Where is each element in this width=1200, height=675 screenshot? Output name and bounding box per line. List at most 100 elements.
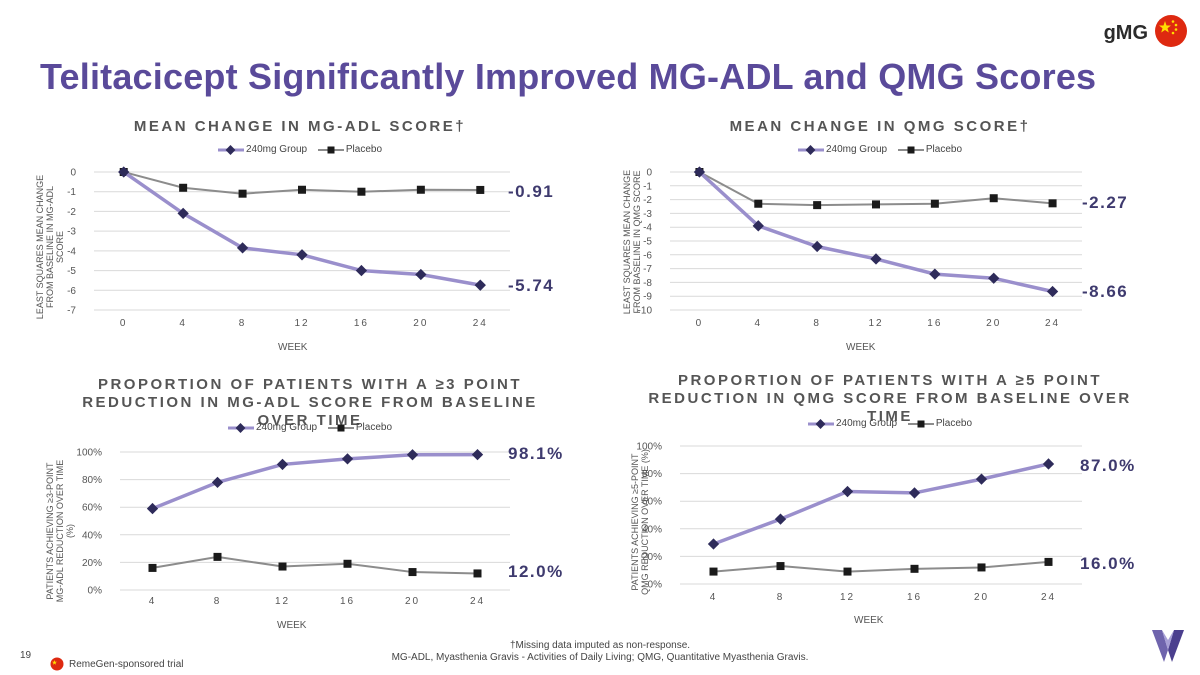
chart-title: MEAN CHANGE IN MG-ADL SCORE†: [133, 118, 467, 135]
chart-title: PROPORTION OF PATIENTS WITH A ≥5 POINT R…: [648, 372, 1132, 425]
chart-qmg-mean-change: MEAN CHANGE IN QMG SCORE† 240mg Group Pl…: [620, 118, 1140, 358]
x-tick-label: 8: [214, 596, 222, 607]
y-tick-label: 80%: [82, 475, 102, 486]
data-point-placebo: [989, 194, 998, 203]
data-point-placebo: [1044, 557, 1053, 566]
end-label-placebo: 16.0%: [1080, 554, 1136, 573]
y-tick-label: -6: [67, 286, 76, 297]
data-point-240mg: [236, 242, 249, 254]
data-point-240mg: [908, 487, 921, 499]
legend-placebo-icon: [327, 424, 354, 431]
x-tick-label: 8: [813, 318, 821, 329]
x-tick-label: 8: [239, 318, 247, 329]
data-point-240mg: [707, 538, 720, 550]
legend-placebo-icon: [897, 146, 924, 153]
x-tick-label: 24: [470, 596, 485, 607]
series-line-240mg: [698, 170, 1053, 294]
x-tick-label: 20: [405, 596, 420, 607]
page-title: Telitacicept Significantly Improved MG-A…: [40, 56, 1097, 97]
x-tick-label: 12: [294, 318, 309, 329]
x-tick-label: 12: [275, 596, 290, 607]
y-tick-label: -3: [643, 209, 652, 220]
x-tick-label: 20: [986, 318, 1001, 329]
chart-legend: 240mg Group Placebo: [40, 144, 560, 157]
y-tick-label: -5: [643, 237, 652, 248]
data-point-240mg: [146, 502, 159, 515]
x-tick-label: 8: [777, 592, 785, 603]
data-point-placebo: [343, 559, 352, 568]
page-number: 19: [20, 650, 32, 661]
x-tick-label: 20: [413, 318, 428, 329]
data-point-240mg: [988, 272, 1000, 284]
x-tick-label: 0: [120, 318, 128, 329]
chart-mg-adl-responders: PROPORTION OF PATIENTS WITH A ≥3 POINT R…: [40, 376, 580, 636]
end-label-group: -8.66: [1082, 282, 1129, 301]
y-tick-label: -2: [643, 195, 652, 206]
x-tick-label: 24: [1041, 592, 1056, 603]
sponsor-label: RemeGen-sponsored trial: [69, 658, 184, 670]
data-point-240mg: [276, 458, 289, 471]
end-label-group: 87.0%: [1080, 456, 1136, 475]
plot-area: 0 -1 -2 -3 -4 -5 -6 -7 0 4 8 12 16 20 24: [67, 166, 510, 329]
y-tick-label: 0%: [88, 586, 103, 597]
y-tick-label: 60%: [82, 503, 102, 514]
x-tick-label: 16: [907, 592, 922, 603]
x-tick-label: 12: [840, 592, 855, 603]
data-point-placebo: [213, 552, 222, 561]
y-tick-label: 0: [70, 168, 76, 179]
data-point-placebo: [148, 563, 157, 572]
y-tick-label: -2: [67, 207, 76, 218]
company-logo-icon: [1152, 630, 1184, 662]
legend-group-icon: [807, 418, 834, 429]
x-tick-label: 0: [696, 318, 704, 329]
y-tick-label: -9: [643, 292, 652, 303]
y-tick-label: -3: [67, 227, 76, 238]
end-label-placebo: 12.0%: [508, 562, 564, 581]
y-tick-label: -8: [643, 278, 652, 289]
data-point-240mg: [929, 268, 941, 280]
china-flag-icon: [50, 657, 64, 671]
legend-group-icon: [797, 144, 824, 155]
end-label-group: -5.74: [508, 276, 555, 295]
legend-group-icon: [217, 144, 244, 155]
series-line-240mg: [151, 452, 478, 511]
x-tick-label: 24: [1045, 318, 1060, 329]
x-tick-label: 12: [868, 318, 883, 329]
series-line-placebo: [713, 560, 1049, 573]
legend-placebo-icon: [907, 420, 934, 427]
y-tick-label: 20%: [642, 552, 662, 563]
end-label-placebo: -2.27: [1082, 193, 1129, 212]
data-point-placebo: [910, 564, 919, 573]
plot-area: 0 -1 -2 -3 -4 -5 -6 -7 -8 -9 -10 0 4 8 12 16 20 24: [638, 166, 1082, 329]
x-axis-label: WEEK: [278, 342, 308, 353]
data-point-240mg: [811, 240, 823, 253]
legend-placebo-label: Placebo: [935, 418, 973, 429]
end-label-placebo: -0.91: [508, 182, 555, 201]
data-point-240mg: [841, 485, 854, 498]
y-tick-label: 100%: [76, 448, 102, 459]
end-label-group: 98.1%: [508, 444, 564, 463]
chart-legend: 240mg Group Placebo: [40, 422, 580, 435]
data-point-placebo: [416, 185, 425, 194]
data-point-placebo: [357, 187, 366, 196]
x-tick-label: 16: [927, 318, 942, 329]
chart-legend: 240mg Group Placebo: [620, 144, 1140, 157]
data-point-placebo: [843, 567, 852, 576]
data-point-240mg: [471, 448, 484, 461]
series-line-placebo: [698, 171, 1053, 207]
data-point-placebo: [278, 562, 287, 571]
x-tick-label: 4: [149, 596, 157, 607]
chart-qmg-responders: PROPORTION OF PATIENTS WITH A ≥5 POINT R…: [620, 372, 1160, 636]
y-tick-label: 0: [646, 168, 652, 179]
data-point-placebo: [408, 568, 417, 577]
gmg-tag: gMG: [1103, 22, 1148, 44]
y-tick-label: -10: [638, 306, 653, 317]
y-tick-label: 40%: [82, 530, 102, 541]
x-axis-label: WEEK: [277, 620, 307, 631]
plot-area: 100% 80% 60% 40% 20% 0% 4 8 12 16 20 24: [76, 448, 510, 607]
x-axis-label: WEEK: [854, 615, 884, 626]
chart-legend: 240mg Group Placebo: [620, 418, 1160, 431]
data-point-placebo: [238, 189, 247, 198]
chart-title: MEAN CHANGE IN QMG SCORE†: [729, 118, 1031, 135]
sponsor-note: RemeGen-sponsored trial: [50, 657, 184, 671]
